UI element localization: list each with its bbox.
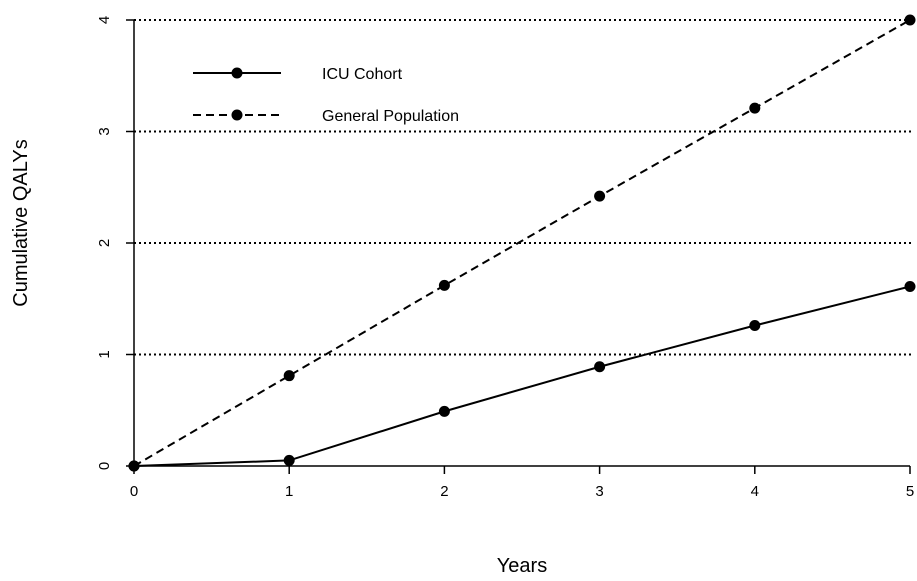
legend-marker [231, 109, 243, 121]
data-point [594, 190, 606, 202]
data-point [283, 370, 295, 382]
data-point [749, 320, 761, 332]
y-tick-label: 2 [96, 239, 113, 247]
legend: ICU Cohort General Population [193, 66, 459, 125]
gridlines [134, 19, 914, 356]
legend-label: General Population [322, 108, 459, 125]
data-point [128, 460, 140, 472]
x-tick-label: 2 [440, 483, 448, 500]
data-point [438, 279, 450, 291]
y-tick-label: 0 [96, 462, 113, 470]
y-tick-label: 3 [96, 127, 113, 135]
data-point [749, 102, 761, 114]
x-tick-label: 0 [130, 483, 138, 500]
data-point [283, 454, 295, 466]
y-tick-label: 4 [96, 16, 113, 24]
x-tick-label: 5 [906, 483, 914, 500]
legend-label: ICU Cohort [322, 66, 403, 83]
x-axis-title: Years [497, 555, 547, 577]
x-tick-label: 3 [595, 483, 603, 500]
legend-marker [231, 67, 243, 79]
axis-ticks: 0 1 2 3 4 5 0 1 2 3 4 [96, 16, 914, 500]
data-point [904, 14, 916, 26]
data-point [438, 405, 450, 417]
x-tick-label: 1 [285, 483, 293, 500]
data-point [904, 280, 916, 292]
y-axis-title: Cumulative QALYs [10, 139, 32, 306]
series-line-0 [133, 285, 911, 467]
x-tick-label: 4 [751, 483, 759, 500]
data-point [594, 361, 606, 373]
y-tick-label: 1 [96, 350, 113, 358]
series-line-1 [133, 19, 911, 467]
series-lines [128, 14, 916, 472]
